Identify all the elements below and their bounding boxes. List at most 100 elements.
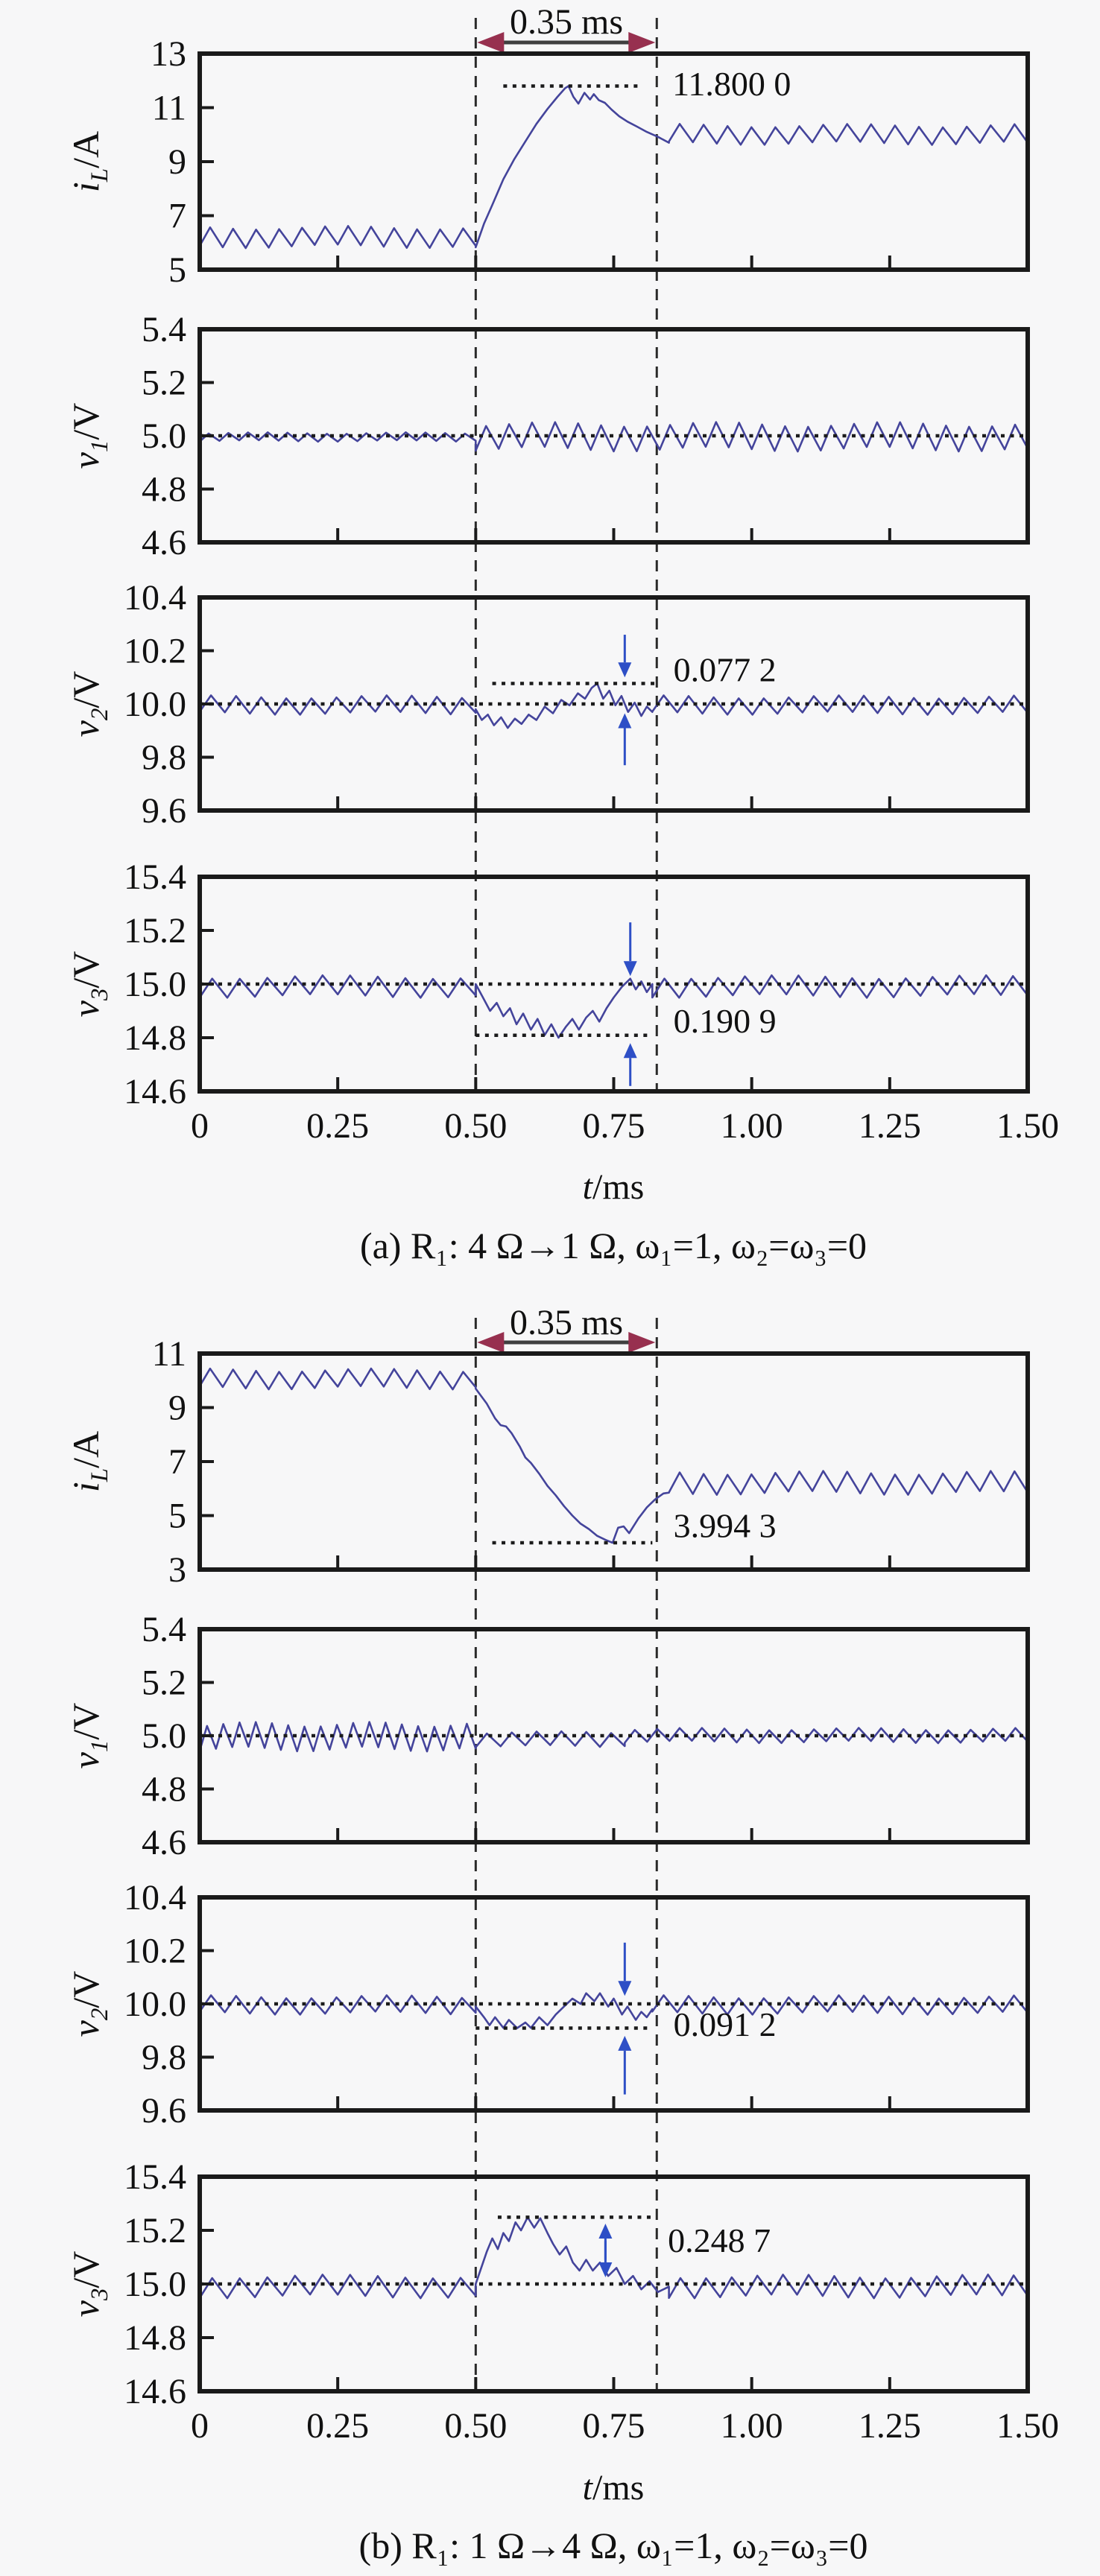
y-tick-label: 5.2 (142, 364, 186, 403)
panel-v1: 4.6 4.8 5.0 5.2 5.4 v1/V (65, 1610, 1030, 1862)
y-tick-label: 9.8 (142, 738, 186, 778)
figure-a-interval-label: 0.35 ms (509, 2, 624, 42)
plot-frame (197, 875, 1030, 1094)
interval-arrow-head-right (628, 32, 656, 53)
annotation-value-label: 0.190 9 (674, 1002, 777, 1040)
y-tick-label: 14.6 (124, 2372, 186, 2411)
figure-a-plot: 5 7 9 11 13 iL/A 11.800 0 4.6 4.8 5.0 5.2 5.4 v1/V 9.… (65, 18, 1059, 1146)
waveform-group (200, 1721, 1028, 1753)
y-tick-label: 4.8 (142, 470, 186, 510)
panel-v3: 14.6 14.8 15.0 15.2 15.4 v3/V 0.248 7 0 0.25 0.50… (65, 2157, 1059, 2446)
x-tick-label: 1.25 (859, 2406, 921, 2446)
x-tick-label: 0.75 (583, 1106, 645, 1146)
measure-arrow (618, 1942, 632, 1996)
measure-arrow-head (618, 2035, 632, 2051)
annotation-value-label: 11.800 0 (672, 65, 791, 103)
panel-iL: 5 7 9 11 13 iL/A 11.800 0 (65, 34, 1030, 290)
y-tick-label: 4.6 (142, 523, 186, 562)
x-tick-label: 0.25 (306, 2406, 369, 2446)
x-axis-variable: t (582, 2468, 592, 2507)
annotation-value-label: 0.077 2 (674, 651, 777, 689)
x-tick-label: 1.00 (721, 1106, 783, 1146)
y-tick-label: 5.0 (142, 416, 186, 456)
annotation-value-label: 3.994 3 (674, 1507, 777, 1545)
plot-frame (197, 2174, 1030, 2393)
waveform-group (200, 974, 1028, 1039)
figure-a-caption: (a) R₁: 4 Ω→1 Ω, ω₁=1, ω₂=ω₃=0 (359, 1225, 867, 1266)
x-tick-label: 0.50 (444, 1106, 507, 1146)
y-axis-label-v3: v3/V (65, 951, 113, 1018)
panel-v1: 4.6 4.8 5.0 5.2 5.4 v1/V (65, 310, 1030, 562)
x-tick-label: 0 (191, 2406, 209, 2446)
y-tick-label: 15.0 (124, 2265, 186, 2304)
y-tick-label: 10.2 (124, 1932, 186, 1971)
x-tick-label: 0 (191, 1106, 209, 1146)
waveform-trace-v1 (200, 1721, 1028, 1753)
y-tick-label: 5 (168, 250, 186, 290)
y-tick-label: 5.2 (142, 1663, 186, 1703)
measure-arrow-head (598, 2224, 613, 2239)
transition-dashed-lines (474, 18, 658, 1091)
x-tick-label: 1.50 (996, 2406, 1059, 2446)
y-tick-label: 7 (168, 1442, 186, 1482)
measure-arrow-head (618, 662, 632, 678)
panel-v3: 14.6 14.8 15.0 15.2 15.4 v3/V 0.190 9 0 0.25 0.50… (65, 857, 1059, 1146)
interval-arrow-head-right (628, 1332, 656, 1353)
interval-arrow-head-left (477, 32, 505, 53)
y-axis-label-v2: v2/V (65, 1971, 113, 2037)
annotation-value-label: 0.091 2 (674, 2005, 777, 2043)
plot-frame (197, 1895, 1030, 2113)
waveform-group (200, 85, 1028, 250)
x-tick-label: 0.50 (444, 2406, 507, 2446)
measure-arrow (623, 1043, 637, 1086)
x-tick-label: 1.25 (859, 1106, 921, 1146)
y-tick-label: 15.4 (124, 857, 186, 897)
x-axis-unit: /ms (592, 1167, 645, 1207)
y-axis-label-v1: v1/V (65, 403, 113, 469)
interval-arrow-head-left (477, 1332, 505, 1353)
y-tick-label: 4.6 (142, 1823, 186, 1862)
plot-frame (197, 595, 1030, 813)
interval-arrow (477, 32, 656, 53)
waveform-group (200, 682, 1028, 729)
y-tick-label: 5.0 (142, 1716, 186, 1756)
y-tick-label: 4.8 (142, 1770, 186, 1809)
y-tick-label: 10.0 (124, 685, 186, 724)
y-tick-label: 10.0 (124, 1985, 186, 2024)
x-axis-unit: /ms (592, 2468, 645, 2507)
y-tick-label: 14.8 (124, 1018, 186, 1058)
waveform-trace-iL (200, 85, 1028, 250)
waveform-group (200, 2216, 1028, 2300)
y-tick-label: 5 (168, 1497, 186, 1536)
measure-arrow (618, 713, 632, 766)
y-tick-label: 15.0 (124, 965, 186, 1004)
waveform-trace-iL (200, 1367, 1028, 1544)
panel-iL: 3 5 7 9 11 iL/A 3.994 3 (65, 1334, 1030, 1590)
interval-arrow (477, 1332, 656, 1353)
y-tick-label: 15.4 (124, 2157, 186, 2197)
transition-dashed-lines (474, 1318, 658, 2391)
measure-arrow (618, 635, 632, 678)
measure-arrow-head (623, 1043, 637, 1059)
plot-frame (197, 1627, 1030, 1844)
annotation-value-label: 0.248 7 (668, 2221, 771, 2259)
measure-arrow (598, 2241, 613, 2277)
plot-frame (197, 327, 1030, 545)
x-tick-label: 0.75 (583, 2406, 645, 2446)
measure-arrow (623, 922, 637, 977)
y-tick-label: 11 (152, 89, 186, 128)
waveform-trace-v2 (200, 1992, 1028, 2029)
y-axis-label-v1: v1/V (65, 1703, 113, 1769)
panel-v2: 9.6 9.8 10.0 10.2 10.4 v2/V 0.091 2 (65, 1878, 1030, 2131)
waveform-trace-v3 (200, 974, 1028, 1039)
measure-arrow-head (618, 1981, 632, 1996)
waveform-group (200, 1992, 1028, 2029)
y-axis-label-v3: v3/V (65, 2251, 113, 2318)
y-tick-label: 11 (152, 1334, 186, 1374)
panel-v2: 9.6 9.8 10.0 10.2 10.4 v2/V 0.077 2 (65, 578, 1030, 831)
plot-frame (197, 1351, 1030, 1572)
y-tick-label: 9.6 (142, 2091, 186, 2131)
y-tick-label: 9.6 (142, 791, 186, 831)
x-axis-variable: t (582, 1167, 592, 1207)
